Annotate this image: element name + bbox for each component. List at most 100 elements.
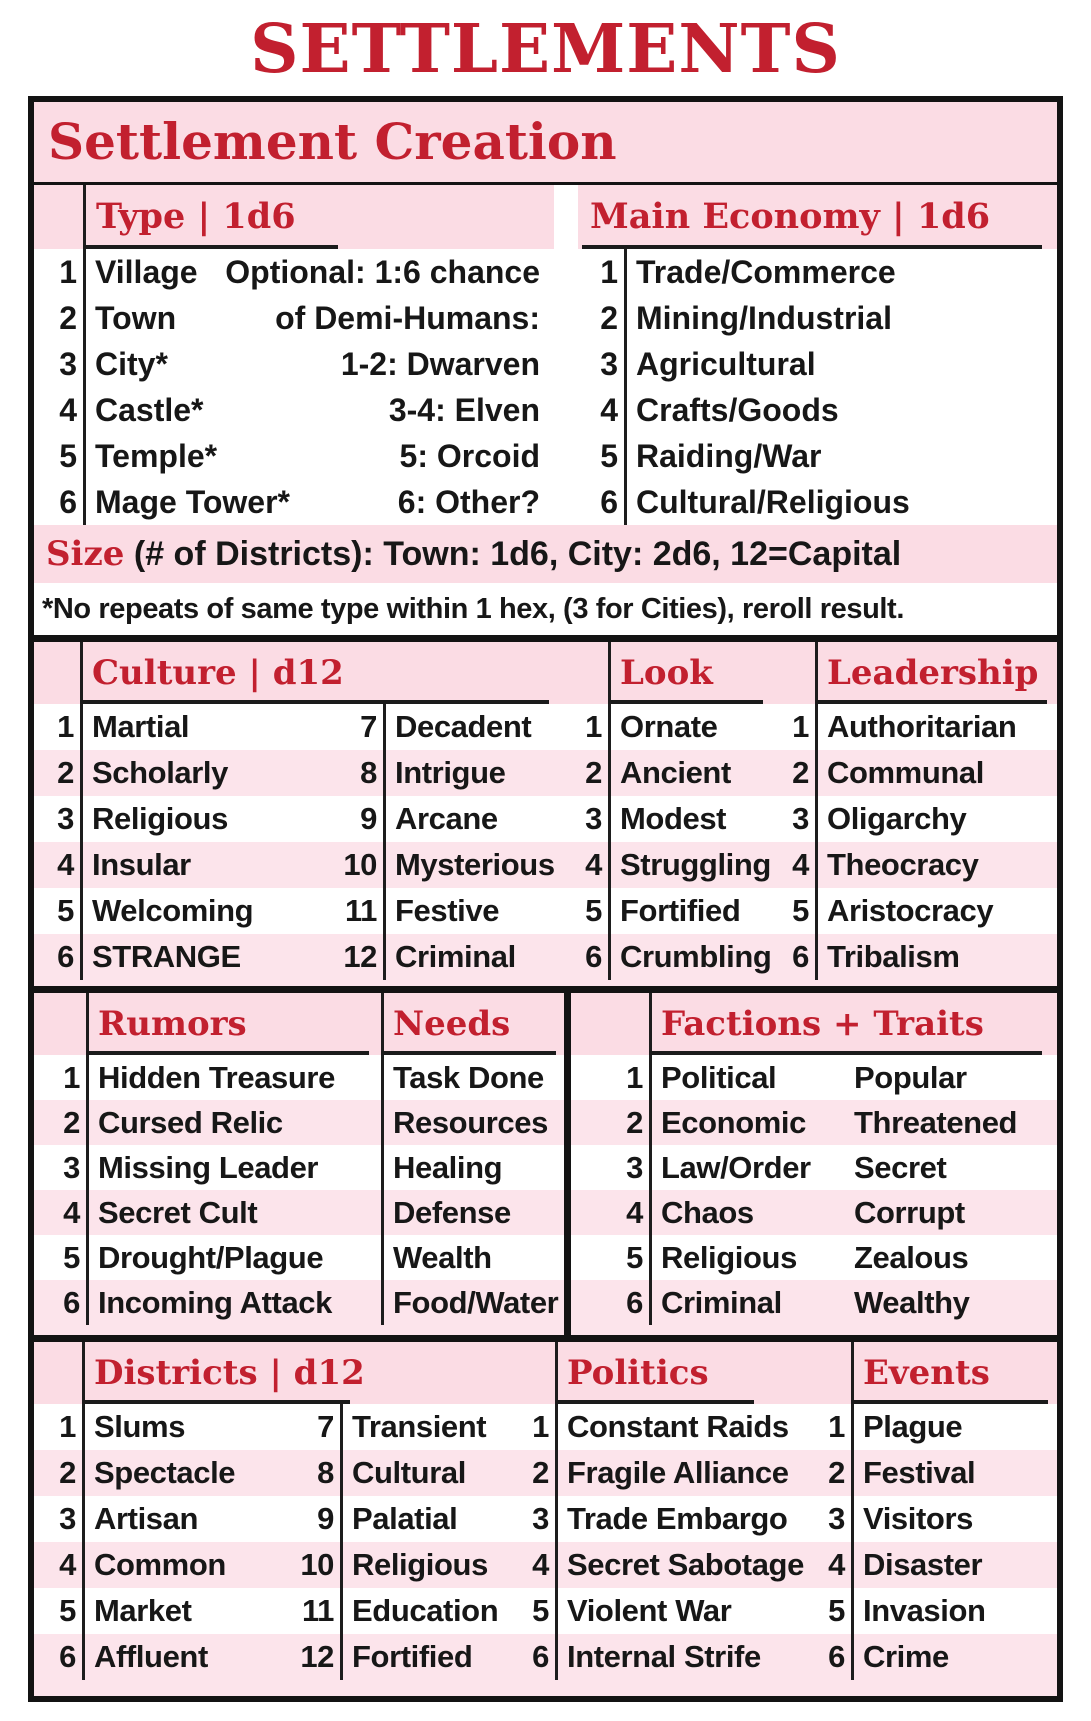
vertical-divider <box>564 993 571 1335</box>
die-number: 2 <box>828 1455 845 1490</box>
die-number: 4 <box>63 1195 80 1230</box>
table-row: 2 Economic Threatened <box>571 1100 1057 1145</box>
table-row: 2 Spectacle 8 Cultural 2 Fragile Allianc… <box>34 1450 1057 1496</box>
die-number: 4 <box>59 392 77 428</box>
demi-humans-note: 6: Other? <box>397 484 540 520</box>
trait-label: Corrupt <box>854 1195 965 1230</box>
politics-label: Secret Sabotage <box>555 1542 807 1588</box>
type-header-label: Type | 1d6 <box>83 185 554 249</box>
district-label-2: Fortified <box>340 1634 510 1680</box>
die-number: 5 <box>626 1240 643 1275</box>
die-number: 2 <box>532 1455 549 1490</box>
table-row: 2 Cursed Relic Resources <box>34 1100 564 1145</box>
die-number: 3 <box>626 1150 643 1185</box>
leadership-label: Oligarchy <box>815 796 1057 842</box>
table-row: 1 Political Popular <box>571 1055 1057 1100</box>
die-number: 8 <box>360 755 377 790</box>
district-label-2: Cultural <box>340 1450 510 1496</box>
die-number: 6 <box>59 484 77 520</box>
die-number: 6 <box>626 1285 643 1320</box>
die-number: 1 <box>828 1409 845 1444</box>
need-label: Healing <box>381 1145 564 1190</box>
die-number: 2 <box>57 755 74 790</box>
district-label-2: Education <box>340 1588 510 1634</box>
die-number: 3 <box>792 801 809 836</box>
section-pad <box>571 1325 1057 1335</box>
table-row: 4 Castle* 3-4: Elven <box>34 387 554 433</box>
die-number: 7 <box>360 709 377 744</box>
faction-label: Criminal <box>649 1280 854 1325</box>
table-row: 4 Crafts/Goods <box>554 387 1057 433</box>
event-label: Crime <box>851 1634 1057 1680</box>
rumor-label: Drought/Plague <box>86 1235 381 1280</box>
culture-label: Scholarly <box>80 750 333 796</box>
die-number: 3 <box>57 801 74 836</box>
type-economy-body: 1 Village Optional: 1:6 chance 2 Town of… <box>34 249 1057 525</box>
economy-table: 1 Trade/Commerce 2 Mining/Industrial 3 A… <box>554 249 1057 525</box>
page-title: SETTLEMENTS <box>250 9 841 88</box>
die-number: 3 <box>532 1501 549 1536</box>
section-divider <box>34 1335 1057 1342</box>
culture-label: Welcoming <box>80 888 333 934</box>
die-number: 1 <box>59 254 77 290</box>
settlement-creation-card: Settlement Creation Type | 1d6 Main Econ… <box>28 96 1063 1702</box>
culture-label-2: Festive <box>383 888 566 934</box>
die-number: 5 <box>63 1240 80 1275</box>
faction-label: Chaos <box>649 1190 854 1235</box>
look-label: Fortified <box>608 888 771 934</box>
table-row: 6 Incoming Attack Food/Water <box>34 1280 564 1325</box>
die-number: 10 <box>343 847 377 882</box>
culture-label-2: Criminal <box>383 934 566 980</box>
die-number: 9 <box>317 1501 334 1536</box>
demi-humans-note: Optional: 1:6 chance <box>225 254 540 290</box>
table-row: 6 Mage Tower* 6: Other? <box>34 479 554 525</box>
die-number: 4 <box>532 1547 549 1582</box>
die-number: 4 <box>59 1547 76 1582</box>
die-number: 3 <box>600 346 618 382</box>
die-number: 5 <box>57 893 74 928</box>
size-note: Size (# of Districts): Town: 1d6, City: … <box>34 525 1057 583</box>
politics-label: Violent War <box>555 1588 807 1634</box>
culture-label-2: Intrigue <box>383 750 566 796</box>
type-label: Castle* <box>83 387 204 433</box>
need-label: Task Done <box>381 1055 564 1100</box>
die-number: 6 <box>59 1639 76 1674</box>
faction-label: Political <box>649 1055 854 1100</box>
die-number: 1 <box>63 1060 80 1095</box>
district-label: Spectacle <box>82 1450 282 1496</box>
table-row: 3 Religious 9 Arcane 3 Modest 3 Oligarch… <box>34 796 1057 842</box>
culture-label-2: Arcane <box>383 796 566 842</box>
type-table-header: Type | 1d6 <box>34 185 554 249</box>
type-label: Mage Tower* <box>83 479 290 525</box>
culture-table: 1 Martial 7 Decadent 1 Ornate 1 Authorit… <box>34 704 1057 980</box>
table-row: 4 Secret Cult Defense <box>34 1190 564 1235</box>
die-number: 5 <box>585 893 602 928</box>
table-row: 1 Martial 7 Decadent 1 Ornate 1 Authorit… <box>34 704 1057 750</box>
die-number: 5 <box>59 1593 76 1628</box>
culture-headers: Culture | d12 Look Leadership <box>34 642 1057 704</box>
table-row: 5 Raiding/War <box>554 433 1057 479</box>
culture-label: STRANGE <box>80 934 333 980</box>
table-row: 5 Temple* 5: Orcoid <box>34 433 554 479</box>
die-number: 6 <box>792 939 809 974</box>
economy-table-header: Main Economy | 1d6 <box>578 185 1057 249</box>
politics-label: Constant Raids <box>555 1404 807 1450</box>
die-number: 5 <box>600 438 618 474</box>
districts-section: Districts | d12 Politics Events 1 Slums … <box>34 1342 1057 1696</box>
demi-humans-note: 3-4: Elven <box>388 392 540 428</box>
die-number: 2 <box>59 300 77 336</box>
rumor-label: Missing Leader <box>86 1145 381 1190</box>
die-number: 12 <box>343 939 377 974</box>
die-number: 4 <box>57 847 74 882</box>
rumors-needs-table: Rumors Needs 1 Hidden Treasure Task Done… <box>34 993 564 1335</box>
die-number: 4 <box>792 847 809 882</box>
economy-label: Agricultural <box>624 341 1057 387</box>
culture-section: Culture | d12 Look Leadership 1 Martial … <box>34 642 1057 986</box>
need-label: Wealth <box>381 1235 564 1280</box>
leadership-label: Communal <box>815 750 1057 796</box>
districts-header: Districts | d12 <box>82 1342 510 1404</box>
event-label: Disaster <box>851 1542 1057 1588</box>
die-number: 9 <box>360 801 377 836</box>
type-label: Temple* <box>83 433 217 479</box>
faction-label: Economic <box>649 1100 854 1145</box>
